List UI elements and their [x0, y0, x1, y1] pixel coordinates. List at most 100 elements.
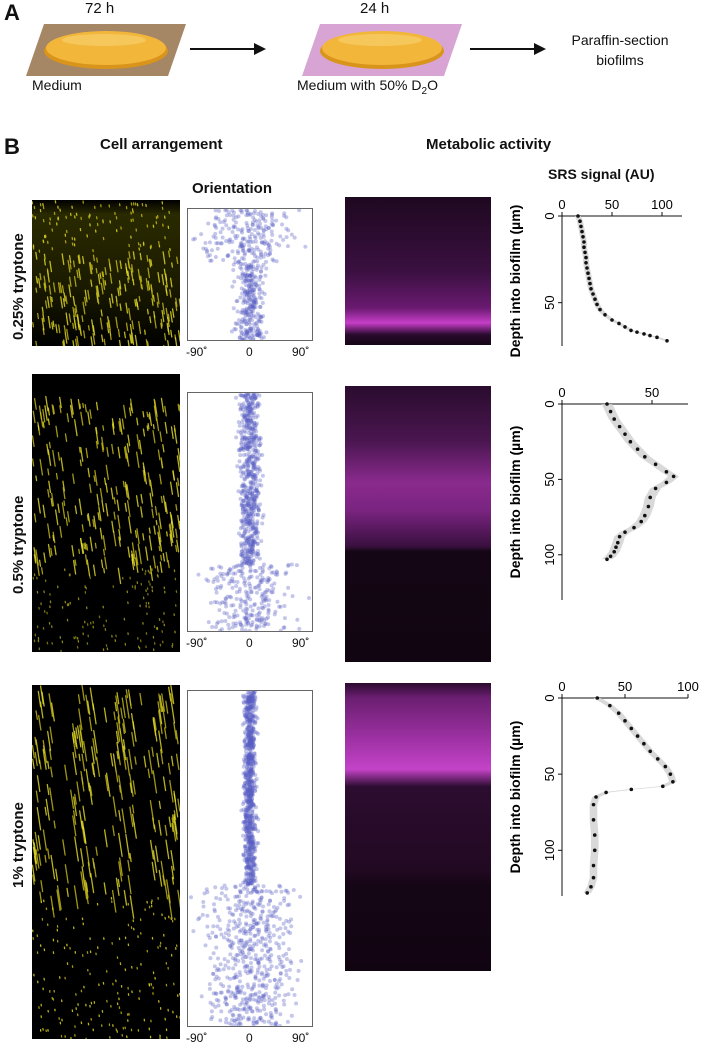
data-point: [653, 486, 658, 491]
data-point: [603, 313, 607, 317]
data-point: [605, 402, 609, 406]
data-point: [655, 757, 660, 761]
data-point: [661, 784, 665, 789]
y-tick-label: 0: [542, 212, 557, 219]
medium-dish-illustration: [26, 24, 186, 76]
x-tick-label: 0: [558, 385, 565, 400]
metabolic-activity-header: Metabolic activity: [426, 136, 552, 153]
data-point: [594, 795, 598, 799]
x-tick-label: 50: [605, 197, 619, 212]
data-point: [614, 545, 618, 550]
row-label-1: 0.5% tryptone: [10, 495, 27, 594]
data-point: [576, 214, 580, 218]
data-point: [582, 240, 586, 244]
x-tick-label: 50: [618, 679, 632, 694]
data-point: [639, 519, 643, 524]
orientation-plot-1: [187, 391, 313, 633]
data-point: [617, 534, 622, 539]
data-point: [582, 245, 586, 249]
data-point: [635, 447, 640, 452]
data-point: [648, 749, 652, 754]
x-tick-label: 0: [558, 197, 565, 212]
y-tick-label: 0: [542, 694, 557, 701]
data-point: [665, 339, 669, 343]
data-point: [589, 885, 593, 889]
data-point: [643, 513, 647, 518]
arrow-right-icon: [470, 43, 546, 55]
data-point: [595, 302, 599, 307]
srs-profile-chart-0: 0 50 100 0 50 Depth into biofilm (µm): [507, 197, 682, 358]
data-point: [617, 321, 621, 326]
data-point: [642, 741, 646, 746]
cell-arrangement-image-2: [32, 685, 180, 1039]
data-point: [629, 787, 634, 792]
data-point: [584, 255, 588, 260]
orient-tick-left: -90˚: [186, 636, 208, 650]
srs-signal-title: SRS signal (AU): [548, 166, 655, 182]
data-point: [585, 266, 589, 270]
metabolic-image-1: [345, 386, 491, 662]
y-axis-label: Depth into biofilm (µm): [507, 205, 523, 358]
data-point: [591, 875, 596, 880]
data-point: [653, 462, 658, 467]
data-point: [587, 276, 591, 281]
data-point: [628, 439, 633, 444]
data-point: [623, 719, 627, 723]
step1-time: 72 h: [85, 0, 115, 17]
d2o-dish-illustration: [302, 24, 462, 76]
data-point: [605, 557, 609, 562]
data-point: [592, 833, 597, 837]
x-tick-label: 0: [558, 679, 565, 694]
data-point: [608, 703, 612, 708]
data-point: [612, 417, 616, 421]
data-point: [591, 818, 596, 822]
data-point: [581, 235, 585, 239]
error-band: [583, 698, 677, 893]
data-point: [604, 790, 608, 795]
data-point: [664, 480, 669, 485]
cell-arrangement-image-0: [32, 200, 180, 346]
metabolic-image-2: [345, 683, 491, 971]
orient-tick-mid: 0: [246, 345, 253, 359]
data-point: [584, 261, 588, 265]
data-point: [595, 696, 600, 700]
data-point: [668, 772, 673, 776]
data-point: [664, 470, 669, 474]
data-point: [589, 287, 593, 291]
data-point: [593, 297, 597, 301]
orientation-plot-0: [187, 207, 313, 342]
data-point: [616, 540, 620, 545]
orient-tick-mid: 0: [246, 636, 253, 650]
data-point: [591, 863, 596, 868]
data-point: [583, 250, 587, 255]
data-point: [623, 530, 627, 534]
panel-a-letter: A: [4, 0, 20, 25]
data-point: [608, 554, 613, 559]
data-point: [671, 779, 675, 784]
y-tick-label: 50: [542, 295, 557, 309]
y-tick-label: 50: [542, 767, 557, 781]
data-point: [588, 281, 592, 286]
step2-time: 24 h: [360, 0, 390, 17]
data-point: [629, 726, 634, 731]
step2-label: Medium with 50% D2O: [297, 77, 438, 97]
y-tick-label: 50: [542, 472, 557, 486]
data-point: [635, 330, 639, 334]
data-point: [579, 224, 583, 229]
data-point: [591, 292, 595, 296]
row-label-2: 1% tryptone: [10, 802, 27, 888]
data-point: [612, 549, 616, 554]
data-point: [610, 318, 614, 322]
data-point: [623, 432, 627, 436]
data-point: [585, 891, 589, 895]
data-point: [592, 848, 597, 853]
data-point: [608, 409, 613, 414]
data-point: [646, 504, 651, 509]
x-tick-label: 100: [651, 197, 673, 212]
y-axis-label: Depth into biofilm (µm): [507, 426, 523, 579]
y-axis-label: Depth into biofilm (µm): [507, 721, 523, 874]
panel-b-letter: B: [4, 134, 20, 159]
orientation-plot-2: [187, 689, 313, 1028]
data-point: [629, 328, 633, 333]
data-point: [580, 229, 584, 234]
